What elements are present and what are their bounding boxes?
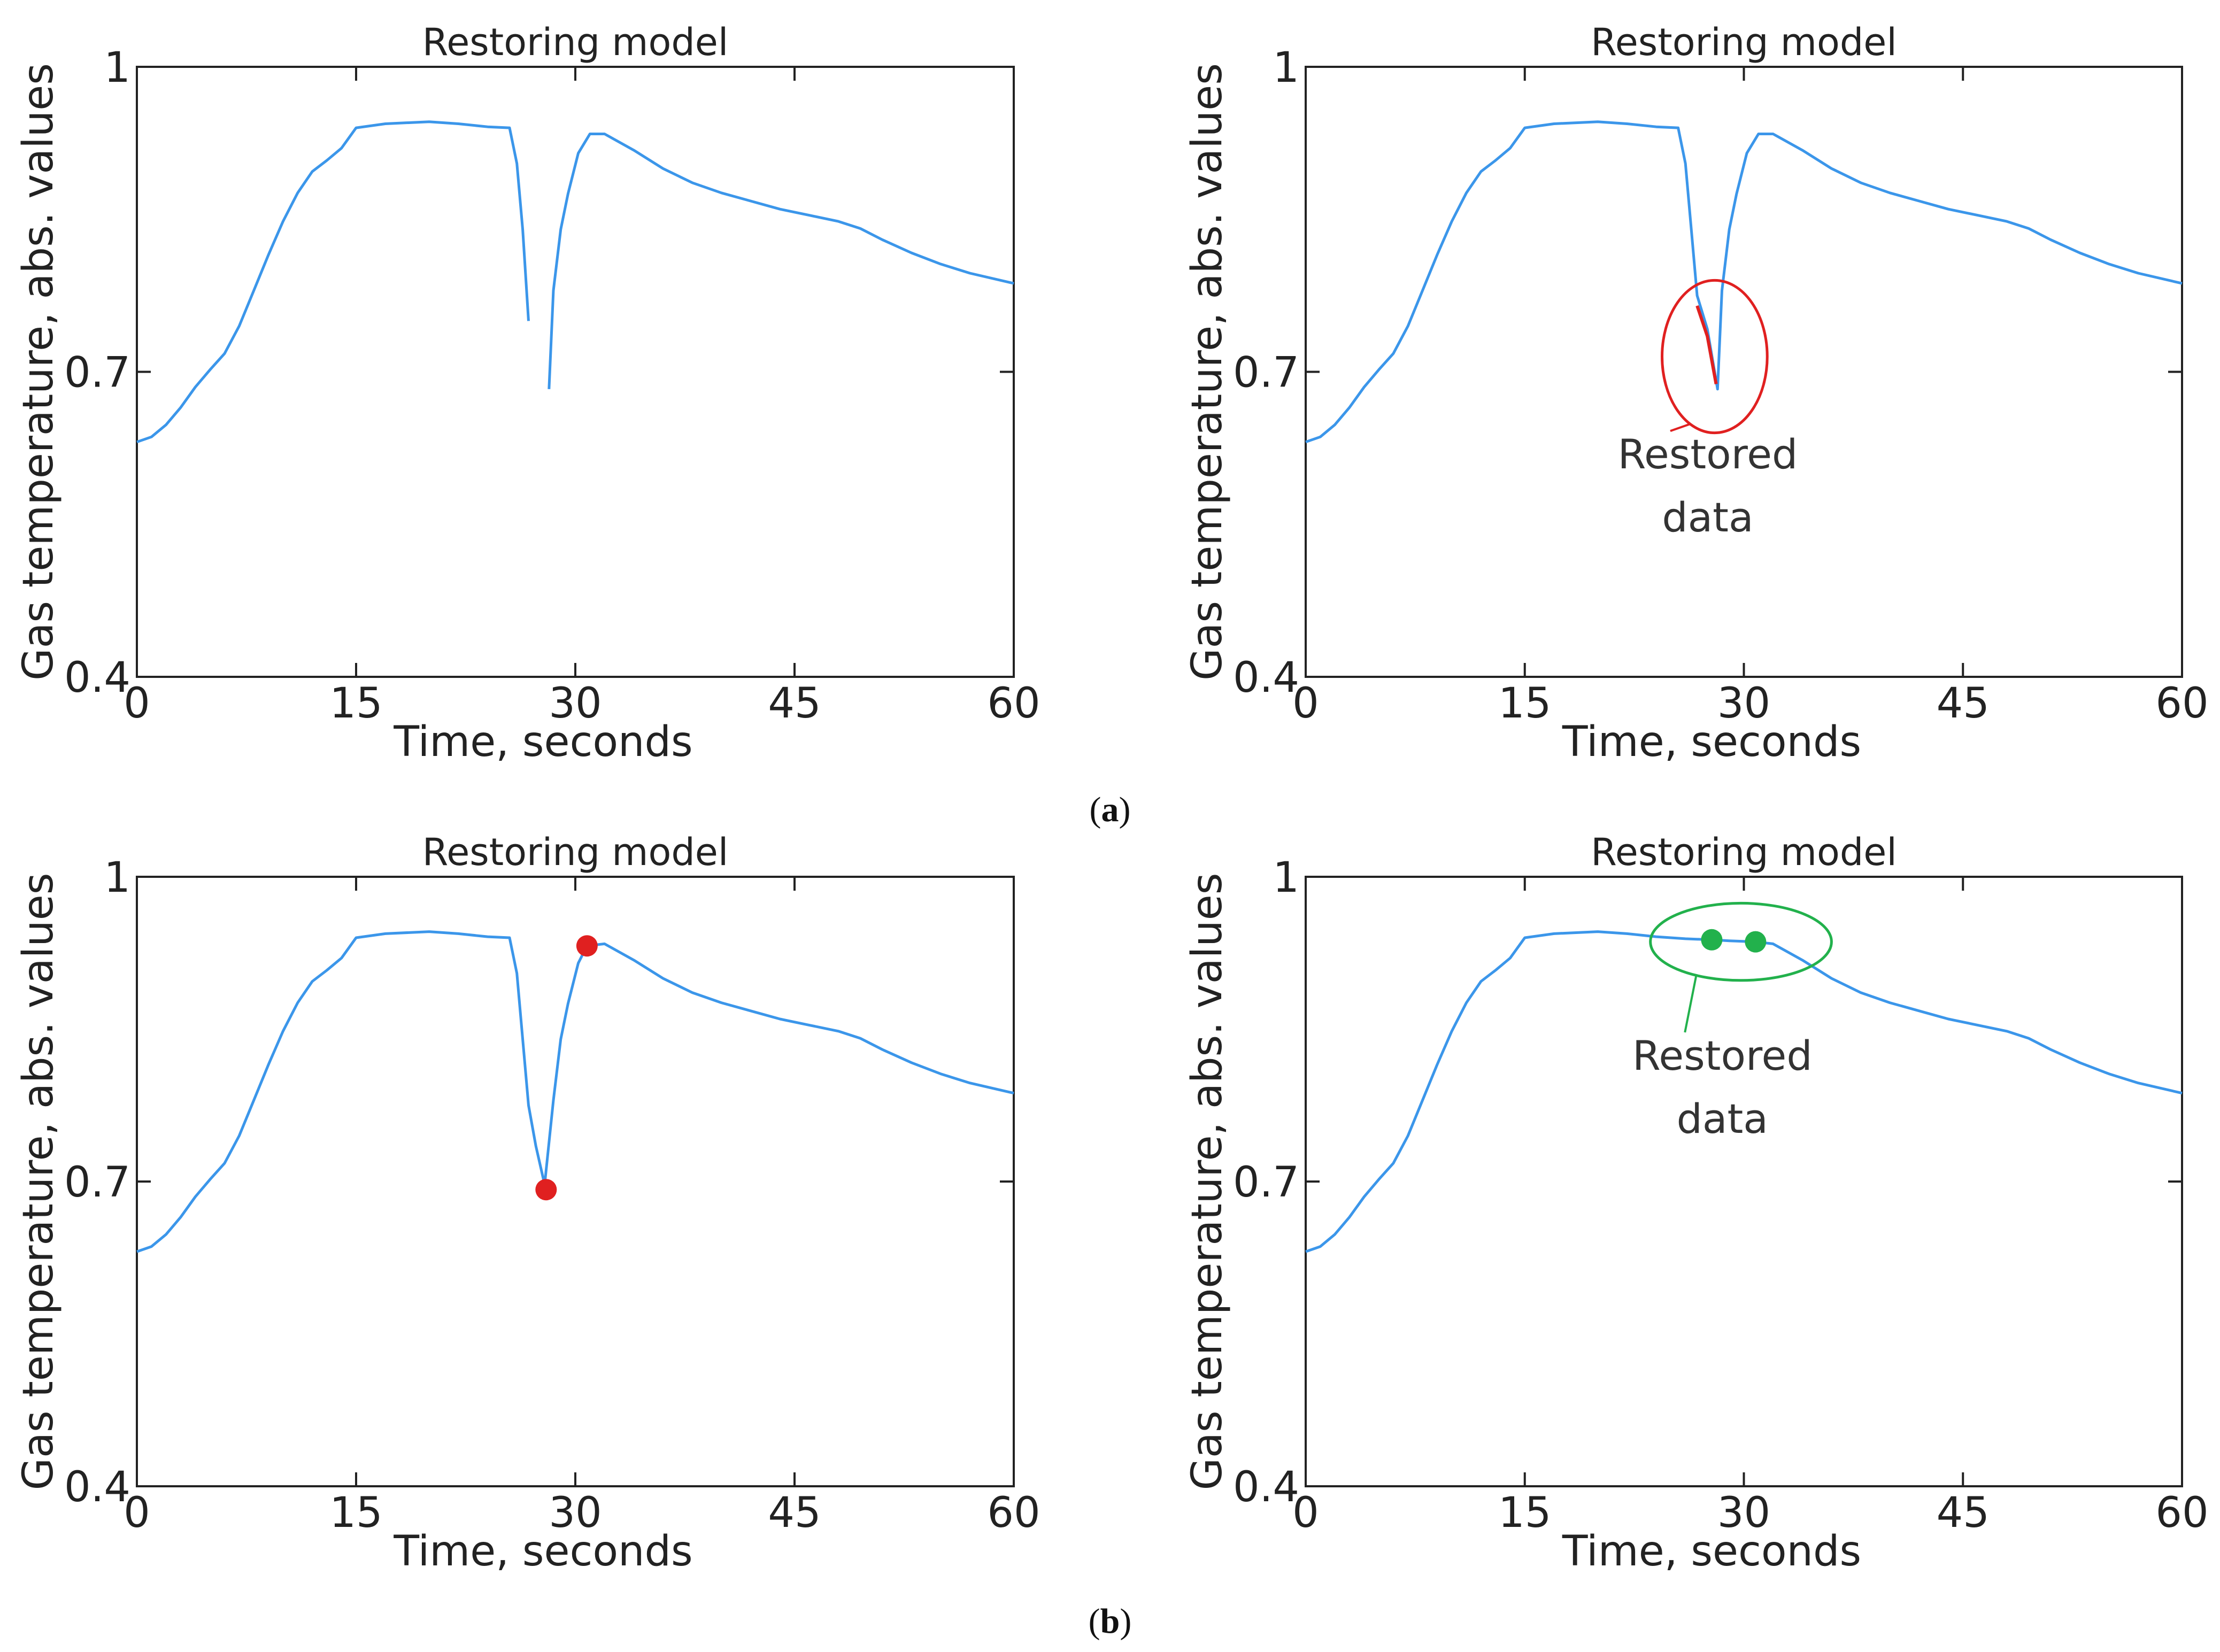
x-tick-label: 0	[124, 1489, 150, 1537]
chart-title: Restoring model	[1591, 20, 1897, 64]
x-tick-label: 45	[768, 680, 821, 728]
annotation-text: Restored data	[1632, 1032, 1813, 1142]
annotation-text-line: Restored	[1632, 1032, 1813, 1079]
x-tick-label: 60	[2155, 680, 2208, 728]
data-marker	[1701, 929, 1723, 951]
y-tick-label: 0.7	[1233, 1159, 1299, 1207]
annotation-leader	[1684, 975, 1698, 1033]
x-axis-label: Time, seconds	[1562, 718, 1861, 766]
x-tick-label: 15	[1498, 680, 1551, 728]
y-tick-label: 1	[104, 854, 130, 902]
x-tick-label: 0	[124, 680, 150, 728]
x-tick-label: 0	[1292, 680, 1319, 728]
x-axis-label: Time, seconds	[1562, 1527, 1861, 1576]
series-line	[136, 930, 1014, 1253]
caption-b: (b)	[1089, 1602, 1132, 1641]
y-tick-label: 0.7	[64, 349, 130, 397]
caption-b-letter: b	[1100, 1602, 1120, 1641]
y-tick-label: 0.7	[1233, 349, 1299, 397]
annotation-text: Restored data	[1618, 430, 1798, 541]
x-tick-label: 0	[1292, 1489, 1319, 1537]
series-line	[136, 120, 530, 444]
series-line	[548, 133, 1014, 389]
annotation-text-line: Restored	[1618, 430, 1798, 478]
data-marker	[535, 1179, 557, 1201]
plot-frame	[136, 66, 1015, 678]
annotation-circle	[1661, 279, 1769, 435]
charts-container: Restoring model 0 15 30 45 60 0.4 0.7 1 Time, sec…	[14, 20, 2209, 1576]
plot-frame	[1305, 876, 2183, 1487]
chart-title: Restoring model	[1591, 830, 1897, 874]
y-axis-label: Gas temperature, abs. values	[1183, 63, 1231, 681]
caption-a: (a)	[1090, 790, 1131, 829]
chart-title: Restoring model	[422, 830, 729, 874]
data-marker	[1745, 931, 1767, 953]
x-axis-label: Time, seconds	[393, 1527, 692, 1576]
plot-frame	[136, 876, 1015, 1487]
annotation-leader	[1670, 423, 1691, 433]
x-tick-label: 15	[329, 1489, 382, 1537]
annotation-ellipse	[1649, 901, 1833, 982]
x-tick-label: 15	[1498, 1489, 1551, 1537]
chart-b-left: Restoring model 0 15 30 45 60 0.4 0.7 1 Time, sec…	[14, 830, 1040, 1576]
plot-frame	[1305, 66, 2183, 678]
series-line	[1305, 120, 2183, 444]
annotation-text-line: data	[1662, 493, 1753, 541]
y-axis-label: Gas temperature, abs. values	[14, 63, 63, 681]
y-tick-label: 0.4	[1233, 654, 1299, 702]
y-tick-label: 1	[104, 44, 130, 92]
y-axis-label: Gas temperature, abs. values	[14, 873, 63, 1491]
x-tick-label: 30	[1717, 1489, 1770, 1537]
chart-a-right: Restoring model 0 15 30 45 60 0.4 0.7 1 Time, sec…	[1183, 20, 2209, 766]
x-axis-label: Time, seconds	[393, 718, 692, 766]
x-tick-label: 45	[1937, 680, 1990, 728]
chart-b-right: Restoring model 0 15 30 45 60 0.4 0.7 1 Time, sec…	[1183, 830, 2209, 1576]
chart-title: Restoring model	[422, 20, 729, 64]
x-tick-label: 30	[1717, 680, 1770, 728]
x-tick-label: 30	[549, 680, 602, 728]
x-tick-label: 45	[768, 1489, 821, 1537]
caption-a-letter: a	[1101, 790, 1119, 829]
chart-a-left: Restoring model 0 15 30 45 60 0.4 0.7 1 Time, sec…	[14, 20, 1040, 766]
x-tick-label: 60	[987, 1489, 1040, 1537]
y-axis-label: Gas temperature, abs. values	[1183, 873, 1231, 1491]
y-tick-label: 1	[1273, 44, 1299, 92]
series-line	[1305, 930, 2183, 1253]
y-tick-label: 1	[1273, 854, 1299, 902]
annotation-text-line: data	[1677, 1095, 1768, 1142]
y-tick-label: 0.7	[64, 1159, 130, 1207]
x-tick-label: 15	[329, 680, 382, 728]
y-tick-label: 0.4	[1233, 1463, 1299, 1511]
y-tick-label: 0.4	[64, 654, 130, 702]
x-tick-label: 30	[549, 1489, 602, 1537]
x-tick-label: 60	[2155, 1489, 2208, 1537]
x-tick-label: 45	[1937, 1489, 1990, 1537]
y-tick-label: 0.4	[64, 1463, 130, 1511]
restored-data-line	[1695, 305, 1718, 384]
data-marker	[576, 935, 598, 957]
x-tick-label: 60	[987, 680, 1040, 728]
